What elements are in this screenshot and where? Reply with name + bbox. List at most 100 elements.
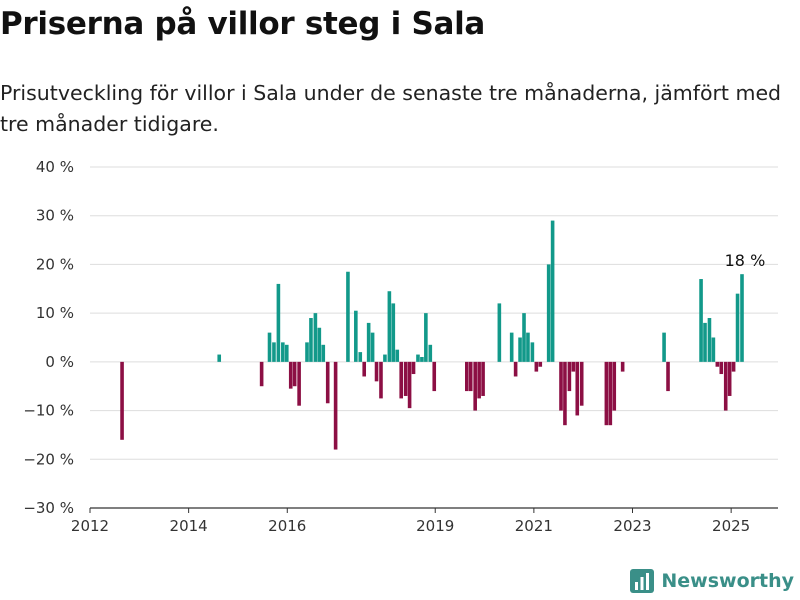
bar: [719, 361, 724, 375]
bar: [391, 303, 396, 362]
bar: [735, 293, 740, 362]
bar: [403, 361, 408, 396]
y-tick-label: 10 %: [36, 304, 74, 322]
bar: [284, 344, 289, 362]
bar: [297, 361, 301, 406]
bar: [379, 361, 383, 399]
bar: [309, 318, 313, 362]
bar: [567, 361, 572, 392]
bar: [497, 303, 502, 362]
bar: [559, 361, 563, 411]
chart-title: Priserna på villor steg i Sala: [0, 6, 486, 42]
bar: [120, 361, 124, 440]
bar: [509, 332, 514, 362]
bar: [608, 361, 613, 426]
bar: [292, 361, 297, 387]
bar: [424, 313, 428, 362]
latest-value-label: 18 %: [725, 251, 766, 270]
bar: [321, 344, 326, 362]
bar: [416, 354, 420, 362]
bar: [666, 361, 670, 392]
bar: [428, 344, 433, 362]
bar: [699, 279, 703, 362]
grid-layer: [90, 166, 778, 460]
bar: [538, 361, 543, 367]
bar: [267, 332, 272, 362]
bar: [513, 361, 518, 377]
bar: [575, 361, 580, 416]
bar: [370, 332, 375, 362]
bar: [546, 264, 551, 362]
bar: [374, 361, 379, 382]
x-tick-label: 2023: [613, 517, 651, 535]
bar: [518, 337, 522, 362]
bar: [362, 361, 367, 377]
bar: [465, 361, 469, 392]
x-tick-label: 2014: [170, 517, 208, 535]
bar: [612, 361, 617, 411]
bar: [358, 352, 363, 362]
bars-layer: [120, 220, 744, 450]
bar: [288, 361, 293, 389]
bar: [550, 220, 555, 362]
bar: [740, 274, 744, 362]
x-tick-label: 2025: [712, 517, 750, 535]
bar: [481, 361, 485, 396]
bar: [530, 342, 535, 362]
bar: [563, 361, 567, 426]
bar: [703, 322, 707, 362]
y-tick-label: 20 %: [36, 255, 74, 273]
bar: [571, 361, 576, 372]
bar: [407, 361, 412, 409]
y-tick-label: 0 %: [45, 353, 74, 371]
bar: [723, 361, 728, 411]
bar: [395, 349, 400, 362]
bar: [707, 318, 712, 362]
bar: [217, 354, 222, 362]
chart-subtitle: Prisutveckling för villor i Sala under d…: [0, 81, 782, 136]
y-tick-label: 30 %: [36, 207, 74, 225]
x-tick-label: 2019: [416, 517, 454, 535]
bar: [534, 361, 539, 372]
bar: [325, 361, 330, 404]
bar: [259, 361, 264, 387]
bar: [333, 361, 338, 450]
bar: [473, 361, 477, 411]
bar: [276, 283, 281, 362]
bar: [366, 322, 371, 362]
x-tick-label: 2012: [71, 517, 109, 535]
bar: [281, 342, 285, 362]
bar: [399, 361, 403, 399]
bar: [317, 327, 322, 362]
bar: [272, 342, 276, 362]
axis-layer: −30 % −20 % −10 % 0 % 10 % 20 % 30 % 40 % 2012 20…: [23, 158, 778, 535]
y-tick-label: −20 %: [23, 450, 74, 468]
x-tick-label: 2016: [268, 517, 306, 535]
bar: [579, 361, 584, 406]
bar: [468, 361, 473, 392]
y-tick-label: −30 %: [23, 499, 74, 517]
bar: [604, 361, 609, 426]
bar: [731, 361, 736, 372]
brand-name: Newsworthy: [661, 570, 794, 592]
bar: [383, 354, 387, 362]
bar: [620, 361, 625, 372]
y-tick-label: −10 %: [23, 402, 74, 420]
bar: [387, 291, 392, 362]
bar: [662, 332, 666, 362]
bar: [715, 361, 720, 367]
bar: [313, 313, 318, 362]
bar: [305, 342, 309, 362]
bar: [354, 310, 358, 362]
bar: [346, 271, 350, 362]
y-tick-label: 40 %: [36, 158, 74, 176]
bar: [420, 356, 424, 362]
bar: [727, 361, 732, 396]
bar: [477, 361, 481, 399]
brand-logo: Newsworthy: [629, 568, 794, 594]
bar: [711, 337, 716, 362]
bar: [411, 361, 416, 375]
bar: [526, 332, 530, 362]
bar: [522, 313, 526, 362]
